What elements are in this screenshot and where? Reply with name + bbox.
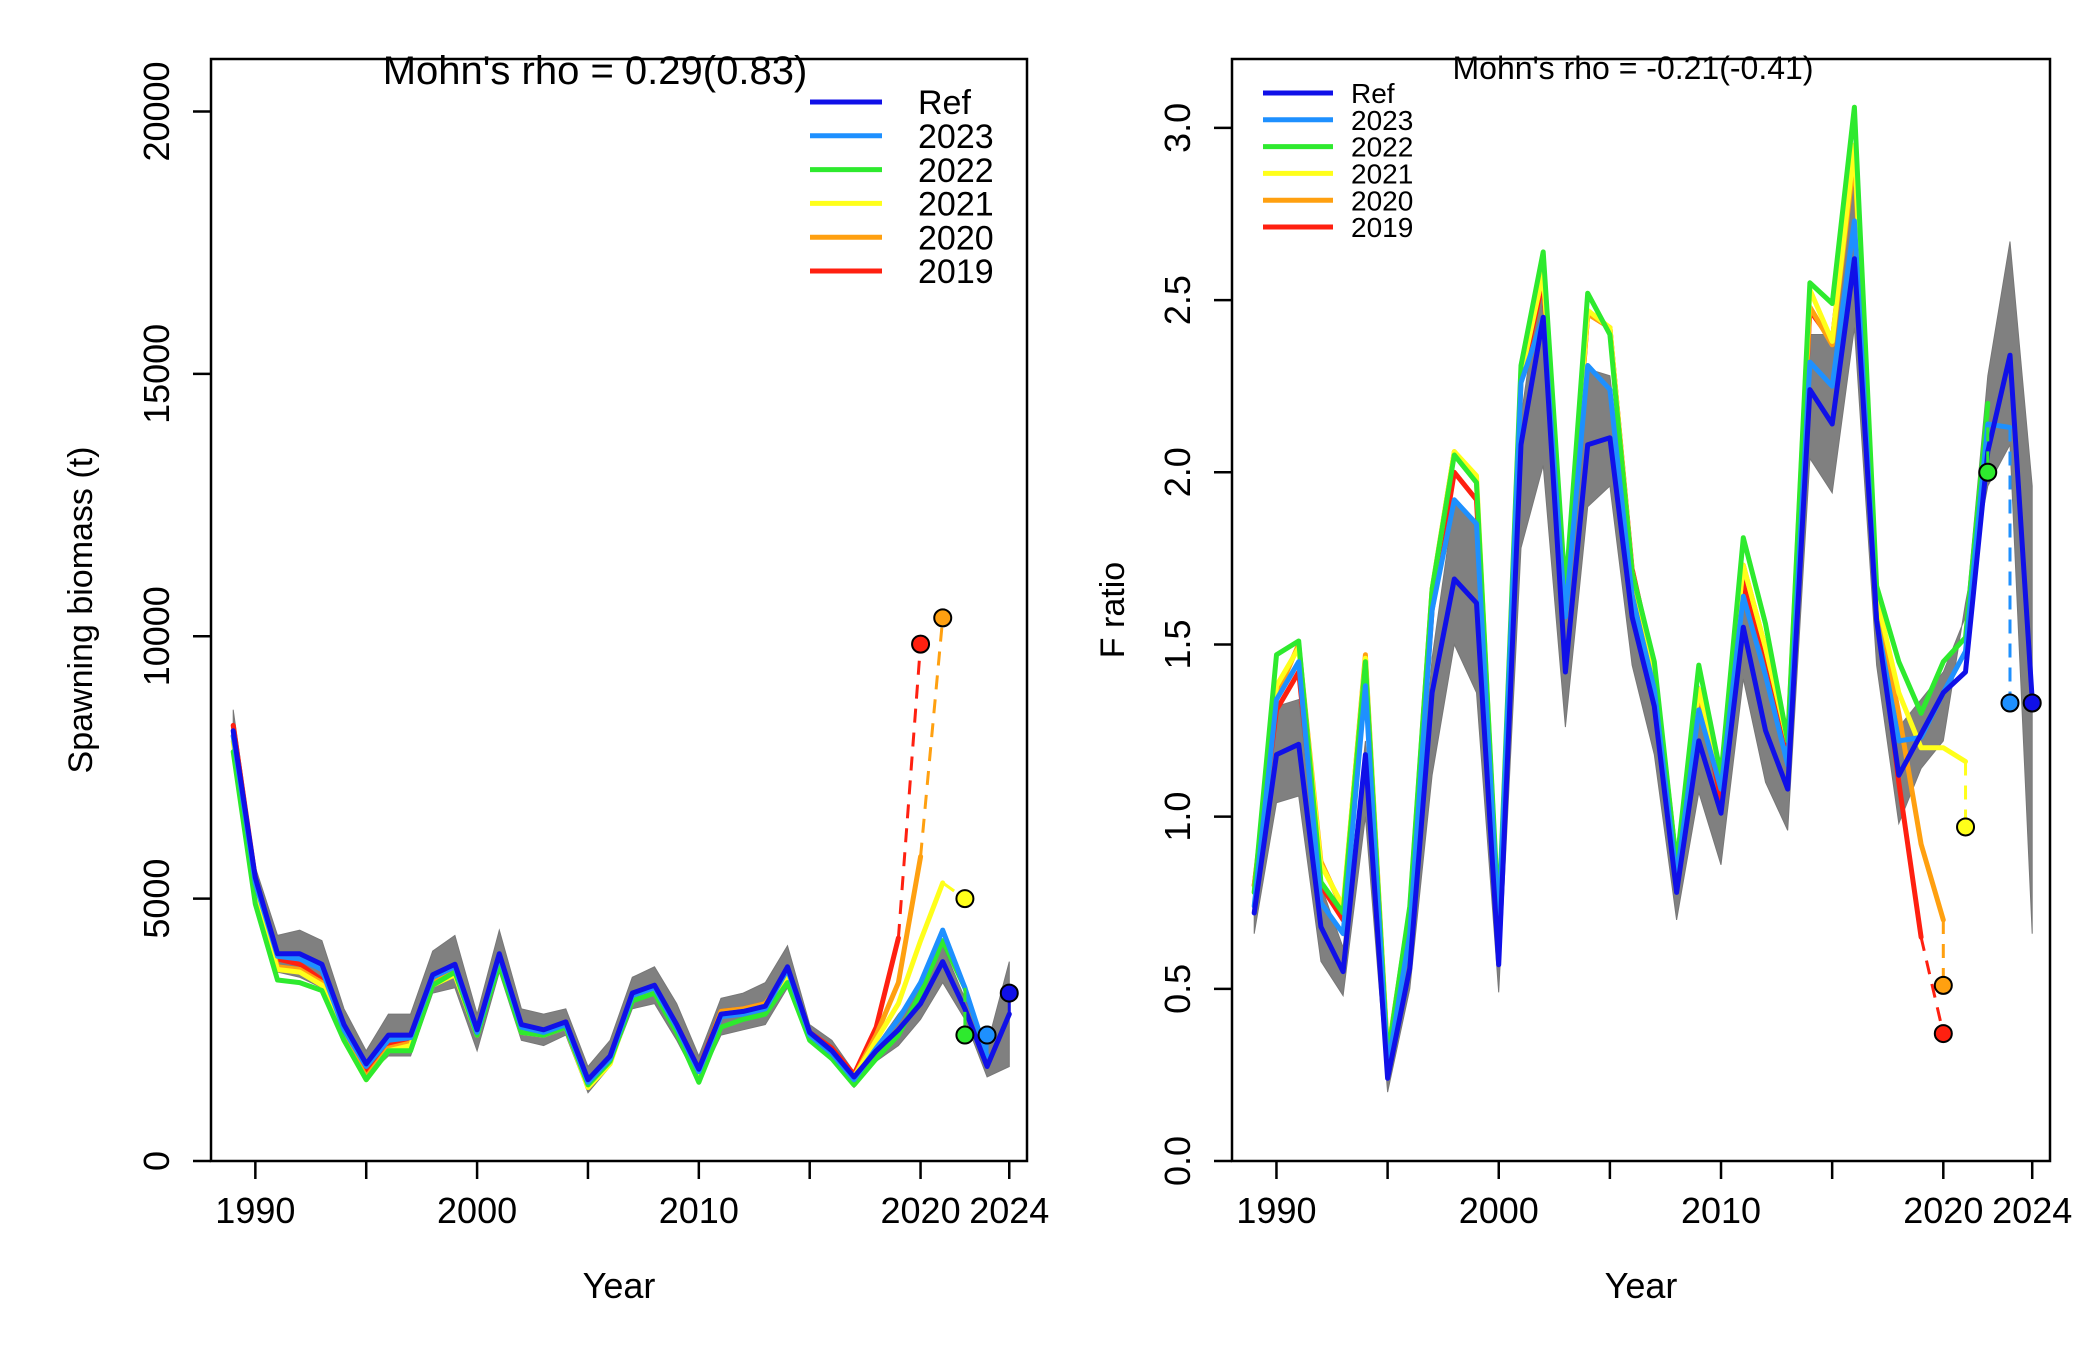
y-tick-label: 3.0 xyxy=(1157,103,1198,153)
terminal-point-2023 xyxy=(977,1025,997,1045)
y-tick-label: 15000 xyxy=(136,324,177,424)
x-tick-label: 2010 xyxy=(1681,1190,1761,1231)
series-line-2022 xyxy=(230,749,968,1088)
terminal-point-2022 xyxy=(955,1025,975,1045)
x-tick-label: 2000 xyxy=(437,1190,517,1231)
series-line-ref xyxy=(1251,256,2035,1081)
y-tick-label: 5000 xyxy=(136,859,177,939)
terminal-point-2020 xyxy=(933,608,953,628)
terminal-point-2019 xyxy=(911,634,931,654)
plot-frame xyxy=(1230,57,2052,1163)
legend-label-2021: 2021 xyxy=(918,186,994,224)
x-tick-label: 2010 xyxy=(659,1190,739,1231)
mohns-rho-annotation: Mohn's rho = -0.21(-0.41) xyxy=(1453,50,1814,86)
y-tick-label: 2.5 xyxy=(1157,275,1198,325)
terminal-point-2023 xyxy=(2000,693,2020,713)
terminal-point-ref xyxy=(2022,693,2042,713)
legend-label-2021: 2021 xyxy=(1351,158,1413,189)
y-tick-label: 0 xyxy=(136,1151,177,1171)
y-axis-label: Spawning biomass (t) xyxy=(62,447,100,774)
terminal-point-ref xyxy=(999,983,1019,1003)
y-tick-label: 10000 xyxy=(136,586,177,686)
terminal-point-2022 xyxy=(1978,462,1998,482)
series-line-2019 xyxy=(1251,142,1924,1061)
panel-f-ratio: 1990 2000 2010 2020 2024Year0.00.51.01.52.02… xyxy=(1094,50,2072,1306)
x-tick-label: 2020 xyxy=(1903,1190,1983,1231)
x-tick-label: 1990 xyxy=(1236,1190,1316,1231)
x-tick-label: 2000 xyxy=(1459,1190,1539,1231)
projection-dash-2019 xyxy=(1919,936,1945,1034)
plot-frame xyxy=(209,57,1029,1163)
series-line-2022 xyxy=(1251,104,1991,1061)
projection-dash-2020 xyxy=(919,617,945,857)
projection-dash-2021 xyxy=(941,881,966,900)
y-tick-label: 2.0 xyxy=(1157,447,1198,497)
y-axis-label: F ratio xyxy=(1094,562,1132,658)
legend-label-2020: 2020 xyxy=(1351,185,1413,216)
legend-label-2023: 2023 xyxy=(1351,105,1413,136)
mohns-rho-annotation: Mohn's rho = 0.29(0.83) xyxy=(383,49,808,93)
legend-label-2019: 2019 xyxy=(918,253,994,291)
legend-label-2019: 2019 xyxy=(1351,212,1413,243)
terminal-point-2021 xyxy=(955,889,975,909)
legend-label-2022: 2022 xyxy=(918,152,994,190)
x-axis-label: Year xyxy=(1605,1265,1678,1306)
x-tick-label: 1990 xyxy=(215,1190,295,1231)
terminal-point-2020 xyxy=(1933,975,1953,995)
y-tick-label: 0.5 xyxy=(1157,964,1198,1014)
terminal-point-2019 xyxy=(1933,1024,1953,1044)
panel-spawning-biomass: 1990 2000 2010 2020 2024Year0500010000150002… xyxy=(62,49,1049,1306)
y-tick-label: 0.0 xyxy=(1157,1136,1198,1186)
y-tick-label: 1.5 xyxy=(1157,619,1198,669)
legend-label-ref: Ref xyxy=(1351,78,1395,109)
x-tick-label: 2020 xyxy=(881,1190,961,1231)
x-axis-label: Year xyxy=(583,1265,656,1306)
legend-label-2022: 2022 xyxy=(1351,132,1413,163)
series-line-ref xyxy=(230,728,1012,1083)
y-tick-label: 20000 xyxy=(136,61,177,161)
x-tick-label: 2024 xyxy=(1992,1190,2072,1231)
projection-dash-2019 xyxy=(896,643,923,939)
terminal-point-2021 xyxy=(1956,817,1976,837)
legend-label-2020: 2020 xyxy=(918,219,994,257)
legend-label-ref: Ref xyxy=(918,84,971,122)
y-tick-label: 1.0 xyxy=(1157,792,1198,842)
legend-label-2023: 2023 xyxy=(918,118,994,156)
x-tick-label: 2024 xyxy=(969,1190,1049,1231)
